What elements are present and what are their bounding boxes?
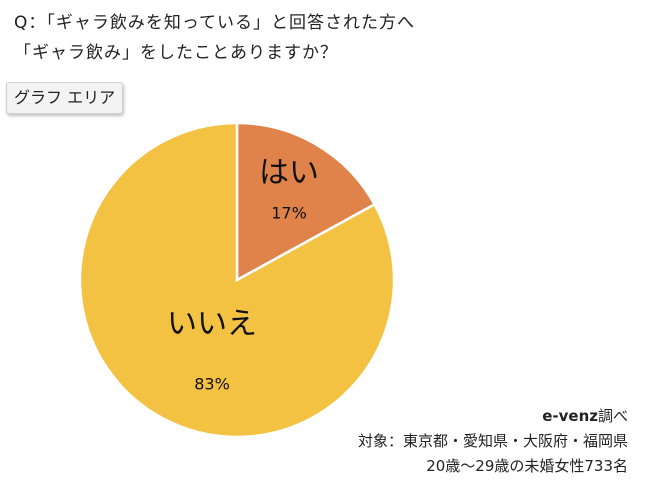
credit-sample: 20歳〜29歳の未婚女性733名 [426,457,628,475]
survey-question: Q：「ギャラ飲みを知っている」と回答された方へ 「ギャラ飲み」をしたことあります… [14,8,415,68]
credit-source: e-venz調べ [358,404,628,429]
question-line-2: 「ギャラ飲み」をしたことありますか？ [14,43,338,63]
pie-slice-2 [78,121,396,439]
credit-suffix: 調べ [597,407,628,425]
graph-area-button[interactable]: グラフ エリア [6,82,124,114]
credit-target: 対象：東京都・愛知県・大阪府・福岡県 [357,432,628,450]
slice-value-2: 83% [194,375,230,394]
slice-value-1: 17% [271,204,307,223]
pie-slice-1 [235,121,377,283]
slice-label-1: はい [259,156,319,191]
question-line-1: Q：「ギャラ飲みを知っている」と回答された方へ [14,13,416,33]
slice-label-2: いいえ [167,307,257,342]
survey-credit: e-venz調べ 対象：東京都・愛知県・大阪府・福岡県 20歳〜29歳の未婚女性… [358,404,628,479]
credit-brand: e-venz [542,407,598,425]
